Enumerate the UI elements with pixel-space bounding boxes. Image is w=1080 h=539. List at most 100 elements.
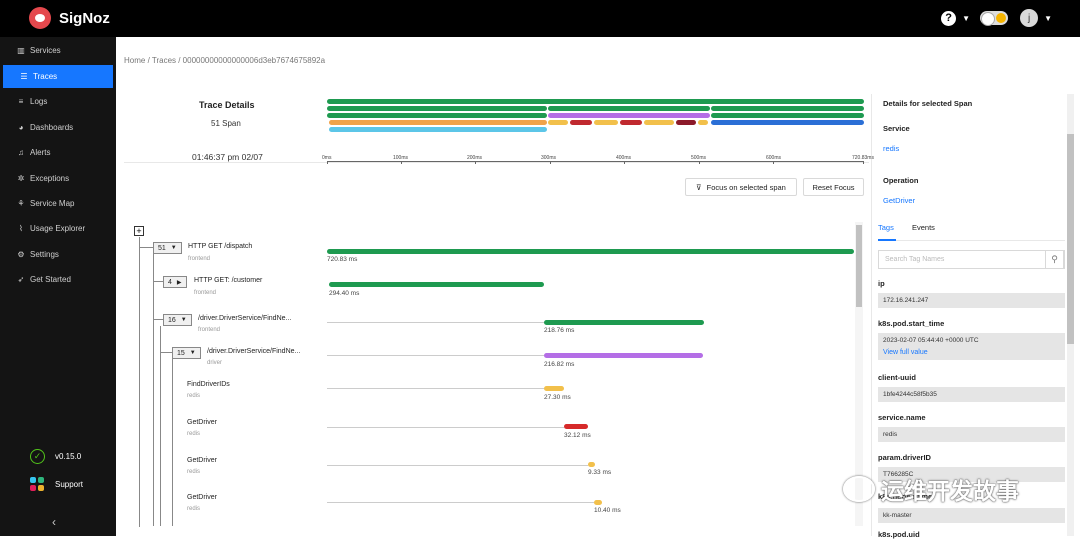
slack-icon (30, 477, 45, 492)
sidebar-item-logs[interactable]: ≡ Logs (0, 90, 116, 113)
tree-line (153, 281, 163, 282)
span-count-badge[interactable]: 16 ▼ (163, 314, 192, 326)
sun-icon (996, 13, 1007, 23)
search-icon[interactable]: ⚲ (1045, 250, 1064, 269)
details-scrollbar[interactable] (1067, 94, 1074, 536)
tick-mark (773, 161, 774, 164)
version-text: v0.15.0 (55, 452, 82, 461)
tag-value-text: kk-master (883, 512, 912, 519)
span-bar[interactable] (327, 249, 854, 254)
span-offset-line (327, 355, 544, 356)
view-full-value-link[interactable]: View full value (883, 349, 928, 356)
bell-icon: ♫ (18, 148, 24, 157)
span-offset-line (327, 427, 564, 428)
user-caret-icon[interactable]: ▼ (1044, 13, 1052, 23)
mini-span-bar (327, 99, 864, 104)
sidebar-item-dashboards[interactable]: ◕ Dashboards (0, 116, 116, 139)
span-child-count: 51 (158, 244, 166, 252)
sidebar-item-service-map[interactable]: ⚘ Service Map (0, 192, 116, 215)
tick-mark (401, 161, 402, 164)
span-duration: 27.30 ms (544, 394, 571, 401)
sidebar-item-services[interactable]: ▥ Services (0, 39, 116, 62)
rocket-icon: ➶ (17, 275, 25, 284)
reset-focus-button[interactable]: Reset Focus (803, 178, 864, 196)
mini-span-bar (676, 120, 696, 125)
span-service: redis (187, 393, 201, 399)
span-service: driver (207, 360, 223, 366)
tick-label: 200ms (467, 155, 483, 161)
tag-value: redis (878, 427, 1065, 442)
sidebar-item-label: Service Map (30, 199, 75, 208)
sidebar-item-label: Settings (30, 250, 59, 259)
service-value[interactable]: redis (883, 144, 900, 153)
tree-line (139, 247, 153, 248)
line-chart-icon: ⌇ (19, 224, 23, 233)
span-child-count: 15 (177, 349, 185, 357)
tick-mark (863, 161, 864, 164)
scrollbar-thumb[interactable] (856, 225, 862, 307)
expand-all-icon[interactable]: + (134, 226, 144, 236)
trace-details-title: Trace Details (199, 100, 255, 110)
span-child-count: 16 (168, 316, 176, 324)
tag-key: param.driverID (878, 453, 931, 462)
span-offset-line (327, 502, 594, 503)
focus-selected-span-button[interactable]: ⊽ Focus on selected span (685, 178, 797, 196)
tag-value-text: 172.16.241.247 (883, 297, 929, 304)
sidebar-item-label: Get Started (30, 275, 71, 284)
span-operation: GetDriver (187, 419, 217, 426)
operation-value[interactable]: GetDriver (883, 196, 916, 205)
focus-button-label: Focus on selected span (706, 182, 786, 192)
span-bar[interactable] (594, 500, 602, 505)
tab-tags[interactable]: Tags (878, 223, 894, 232)
span-bar[interactable] (564, 424, 588, 429)
span-count-badge[interactable]: 15 ▼ (172, 347, 201, 359)
app-logo[interactable]: SigNoz (29, 7, 110, 29)
span-count-badge[interactable]: 4 ▶ (163, 276, 187, 288)
sidebar-item-traces[interactable]: ☰ Traces (3, 65, 113, 88)
tab-events[interactable]: Events (912, 223, 935, 232)
details-title: Details for selected Span (883, 99, 973, 108)
operation-label: Operation (883, 176, 919, 185)
version-info[interactable]: ✓ v0.15.0 (30, 449, 81, 464)
scrollbar-thumb[interactable] (1067, 134, 1074, 344)
mini-span-bar (711, 106, 864, 111)
tag-search-input[interactable]: Search Tag Names ⚲ (878, 250, 1065, 269)
sidebar-item-get-started[interactable]: ➶ Get Started (0, 268, 116, 291)
tree-line (160, 352, 173, 353)
sidebar-item-label: Exceptions (30, 174, 70, 183)
mini-span-bar (548, 113, 710, 118)
span-bar[interactable] (544, 386, 564, 391)
span-bar[interactable] (544, 320, 704, 325)
tree-line (153, 319, 163, 320)
tick-label: 720.83ms (852, 155, 874, 161)
sidebar-item-label: Alerts (30, 148, 51, 157)
sidebar-item-label: Services (30, 46, 61, 55)
help-caret-icon[interactable]: ▼ (962, 13, 971, 23)
list-icon: ≡ (18, 97, 24, 106)
help-icon[interactable]: ? (941, 10, 957, 26)
span-bar[interactable] (329, 282, 544, 287)
avatar[interactable]: j (1020, 9, 1039, 27)
span-count-badge[interactable]: 51 ▼ (153, 242, 182, 254)
span-bar[interactable] (544, 353, 703, 358)
sidebar-item-exceptions[interactable]: ✲ Exceptions (0, 167, 116, 190)
mini-span-bar (327, 113, 547, 118)
sidebar-item-alerts[interactable]: ♫ Alerts (0, 141, 116, 164)
span-operation: HTTP GET: /customer (194, 277, 263, 284)
tag-value-text: T766285C (883, 471, 914, 478)
support-link[interactable]: Support (30, 477, 83, 492)
tree-line (160, 326, 161, 526)
theme-toggle[interactable] (980, 11, 1009, 26)
top-right-controls: ? ▼ j ▼ (941, 9, 1052, 27)
breadcrumb[interactable]: Home / Traces / 00000000000000006d3eb767… (124, 56, 326, 65)
span-bar[interactable] (588, 462, 595, 467)
sidebar-item-usage-explorer[interactable]: ⌇ Usage Explorer (0, 217, 116, 240)
span-list-scrollbar[interactable] (855, 222, 863, 526)
span-duration: 218.76 ms (544, 327, 575, 334)
chevron-down-icon: ▼ (170, 245, 177, 251)
tree-line (153, 254, 154, 526)
mini-span-bar (620, 120, 642, 125)
collapse-sidebar-icon[interactable]: ‹ (52, 515, 56, 529)
span-operation: HTTP GET /dispatch (188, 243, 253, 250)
sidebar-item-settings[interactable]: ⚙ Settings (0, 243, 116, 266)
